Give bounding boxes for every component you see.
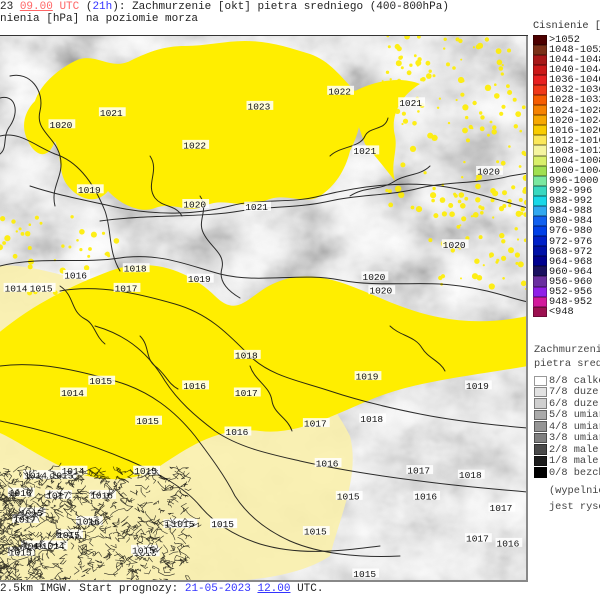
- svg-text:1018: 1018: [235, 350, 258, 361]
- svg-text:1018: 1018: [459, 470, 482, 481]
- svg-text:1015: 1015: [353, 569, 376, 580]
- svg-text:1017: 1017: [235, 388, 258, 399]
- svg-text:1019: 1019: [466, 381, 489, 392]
- svg-text:1015: 1015: [136, 416, 159, 427]
- svg-text:1021: 1021: [353, 146, 376, 157]
- svg-text:1016: 1016: [64, 271, 87, 282]
- svg-text:1017: 1017: [304, 419, 327, 430]
- svg-text:1019: 1019: [356, 372, 379, 383]
- svg-text:1015: 1015: [89, 376, 112, 387]
- svg-text:1017: 1017: [115, 283, 138, 294]
- svg-text:1020: 1020: [443, 240, 466, 251]
- svg-text:1020: 1020: [50, 120, 73, 131]
- svg-text:1017: 1017: [466, 534, 489, 545]
- svg-text:1019: 1019: [188, 274, 211, 285]
- svg-text:1015: 1015: [337, 491, 360, 502]
- svg-text:1023: 1023: [248, 101, 271, 112]
- svg-text:1022: 1022: [328, 86, 351, 97]
- svg-text:1020: 1020: [477, 167, 500, 178]
- svg-text:1015: 1015: [304, 527, 327, 538]
- svg-text:1014: 1014: [24, 471, 47, 482]
- svg-text:1020: 1020: [183, 200, 206, 211]
- svg-text:1022: 1022: [183, 140, 206, 151]
- svg-text:1020: 1020: [369, 286, 392, 297]
- svg-text:1014: 1014: [61, 388, 84, 399]
- svg-text:1014: 1014: [5, 283, 28, 294]
- svg-text:1017: 1017: [490, 503, 513, 514]
- svg-text:1021: 1021: [100, 108, 123, 119]
- svg-text:1019: 1019: [78, 185, 101, 196]
- svg-text:1016: 1016: [497, 538, 520, 549]
- svg-text:1015: 1015: [30, 283, 53, 294]
- svg-text:1020: 1020: [363, 272, 386, 283]
- svg-text:1015: 1015: [211, 519, 234, 530]
- svg-text:1021: 1021: [399, 98, 422, 109]
- svg-text:1018: 1018: [124, 264, 147, 275]
- svg-text:1016: 1016: [183, 381, 206, 392]
- svg-text:1018: 1018: [360, 414, 383, 425]
- svg-text:1021: 1021: [245, 202, 268, 213]
- svg-text:1016: 1016: [226, 427, 249, 438]
- svg-text:1017: 1017: [407, 466, 430, 477]
- svg-text:1016: 1016: [316, 459, 339, 470]
- svg-text:1016: 1016: [414, 491, 437, 502]
